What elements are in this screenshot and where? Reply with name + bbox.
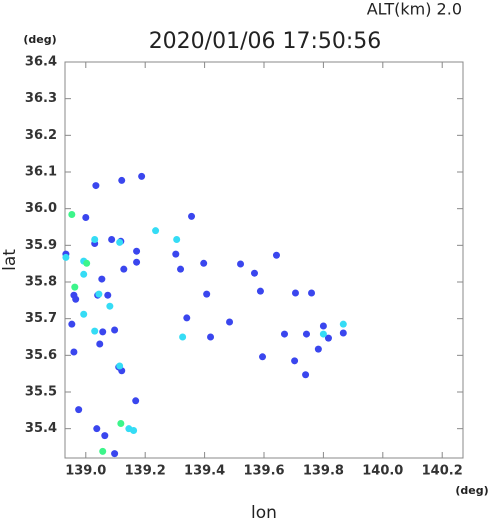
echo-point — [183, 314, 191, 322]
y-tick-label: 35.7 — [25, 311, 57, 326]
echo-point — [93, 425, 101, 433]
echo-point — [200, 259, 208, 267]
y-tick-label: 35.8 — [25, 275, 57, 290]
echo-point — [92, 182, 100, 190]
echo-point — [272, 251, 280, 259]
echo-point — [111, 450, 119, 458]
x-tick-label: 140.0 — [362, 464, 403, 479]
x-tick-label: 139.6 — [243, 464, 284, 479]
echo-point — [70, 348, 78, 356]
y-axis-label: lat — [0, 249, 20, 271]
x-tick-label: 139.4 — [184, 464, 225, 479]
echo-point — [96, 340, 104, 348]
y-tick-label: 36.2 — [25, 128, 57, 143]
echo-point — [302, 330, 310, 338]
altitude-label: ALT(km) 2.0 — [367, 0, 462, 19]
x-tick-label: 140.2 — [422, 464, 463, 479]
echo-point — [91, 327, 99, 335]
echo-point — [62, 253, 70, 261]
echo-point — [133, 247, 141, 255]
x-axis-label: lon — [251, 503, 277, 521]
echo-point — [302, 371, 310, 379]
echo-point — [172, 250, 180, 258]
y-tick-label: 35.6 — [25, 348, 57, 363]
echo-point — [130, 427, 138, 434]
echo-point — [291, 289, 299, 297]
y-tick-label: 35.9 — [25, 238, 57, 253]
echo-point — [173, 235, 181, 243]
echo-point — [80, 270, 88, 278]
x-tick-label: 139.0 — [65, 464, 106, 479]
echo-point — [324, 334, 332, 342]
x-unit: (deg) — [455, 484, 488, 497]
echo-point — [339, 320, 347, 328]
echo-point — [120, 265, 128, 273]
echo-point — [319, 330, 327, 338]
echo-point — [177, 265, 185, 273]
y-tick-label: 36.3 — [25, 91, 57, 106]
echo-point — [179, 333, 187, 341]
echo-point — [95, 290, 103, 298]
echo-point — [101, 432, 109, 440]
echo-point — [68, 320, 76, 328]
echo-point — [75, 406, 83, 414]
x-tick-label: 139.8 — [303, 464, 344, 479]
echo-point — [111, 326, 119, 334]
echo-point — [132, 397, 140, 405]
y-tick-label: 35.4 — [25, 421, 57, 436]
echo-point — [256, 287, 264, 295]
echo-point — [108, 235, 116, 243]
echo-point — [319, 322, 327, 330]
echo-point — [207, 333, 215, 341]
echo-point — [80, 310, 88, 318]
echo-point — [291, 357, 299, 365]
y-tick-label: 35.5 — [25, 385, 57, 400]
echo-point — [203, 290, 211, 298]
echo-point — [91, 235, 99, 243]
echo-point — [117, 420, 125, 428]
echo-point — [71, 283, 79, 291]
echo-point — [280, 330, 288, 338]
echo-point — [104, 291, 112, 299]
echo-point — [68, 211, 76, 219]
echo-point — [339, 329, 347, 337]
y-tick-label: 36.1 — [25, 165, 57, 180]
echo-point — [152, 227, 160, 235]
echo-point — [118, 176, 126, 184]
echo-point — [82, 213, 90, 221]
y-tick-label: 36.0 — [25, 201, 57, 216]
echo-point — [237, 260, 245, 268]
y-unit: (deg) — [23, 33, 56, 46]
echo-point — [314, 345, 322, 353]
x-tick-label: 139.2 — [125, 464, 166, 479]
echo-point — [250, 269, 258, 277]
echo-point — [308, 289, 316, 297]
echo-point — [138, 172, 146, 180]
echo-point — [106, 302, 114, 310]
chart-title: 2020/01/06 17:50:56 — [149, 29, 382, 54]
y-tick-label: 36.4 — [25, 55, 57, 70]
echo-point — [133, 258, 141, 266]
echo-point — [259, 353, 267, 361]
echo-point — [72, 295, 80, 303]
echo-point — [116, 238, 124, 246]
plot-frame — [64, 61, 464, 459]
echo-point — [99, 447, 107, 455]
echo-point — [98, 275, 106, 283]
echo-point — [188, 212, 196, 220]
echo-point — [226, 318, 234, 326]
echo-point — [83, 259, 91, 267]
echo-point — [116, 362, 124, 370]
echo-point — [99, 328, 107, 336]
